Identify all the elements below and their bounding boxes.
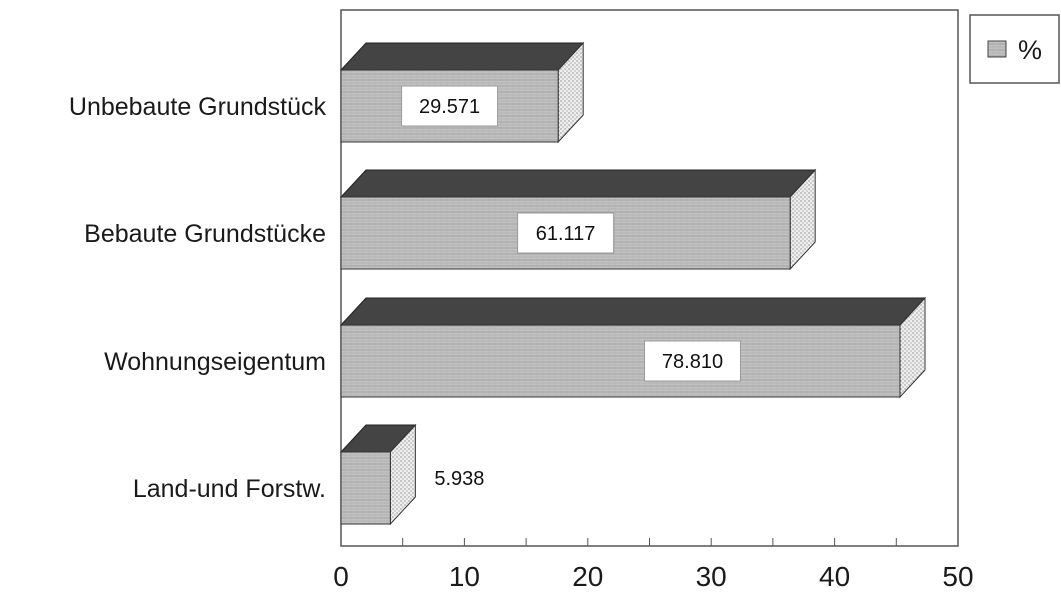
bar-2 [339, 296, 927, 399]
data-label: 29.571 [419, 96, 480, 118]
data-labels: 29.571 61.117 78.810 5.938 [401, 85, 742, 490]
data-label-box [517, 212, 615, 254]
x-tick-label: 30 [696, 561, 727, 592]
category-label: Unbebaute Grundstück [69, 93, 327, 121]
data-label-box [644, 340, 742, 382]
data-label: 61.117 [536, 223, 596, 245]
legend-series-label: % [1018, 35, 1042, 65]
category-label: Wohnungseigentum [104, 348, 326, 376]
x-tick-label: 0 [333, 561, 349, 592]
bar-top-face [339, 169, 817, 198]
data-label: 78.810 [662, 351, 723, 373]
bar-top-face [339, 42, 585, 71]
x-tick-label: 40 [819, 561, 850, 592]
legend-box [969, 14, 1060, 84]
category-label: Land-und Forstw. [133, 475, 326, 503]
x-tick-label: 20 [572, 561, 603, 592]
x-tick-label: 10 [449, 561, 480, 592]
bar-top-face [339, 297, 927, 326]
legend-swatch [987, 40, 1007, 58]
category-label: Bebaute Grundstücke [84, 220, 326, 248]
data-label-box [401, 85, 499, 127]
bar-front-face [340, 451, 391, 525]
x-axis-ticks: 0 10 20 30 40 50 [333, 538, 974, 592]
bar-3 [339, 423, 417, 526]
category-labels: Unbebaute Grundstück Bebaute Grundstücke W… [69, 93, 327, 503]
bar-front-face [340, 324, 901, 398]
data-label: 5.938 [434, 468, 484, 490]
bar-1 [339, 168, 817, 271]
x-tick-label: 50 [942, 561, 973, 592]
legend: % [969, 14, 1060, 84]
